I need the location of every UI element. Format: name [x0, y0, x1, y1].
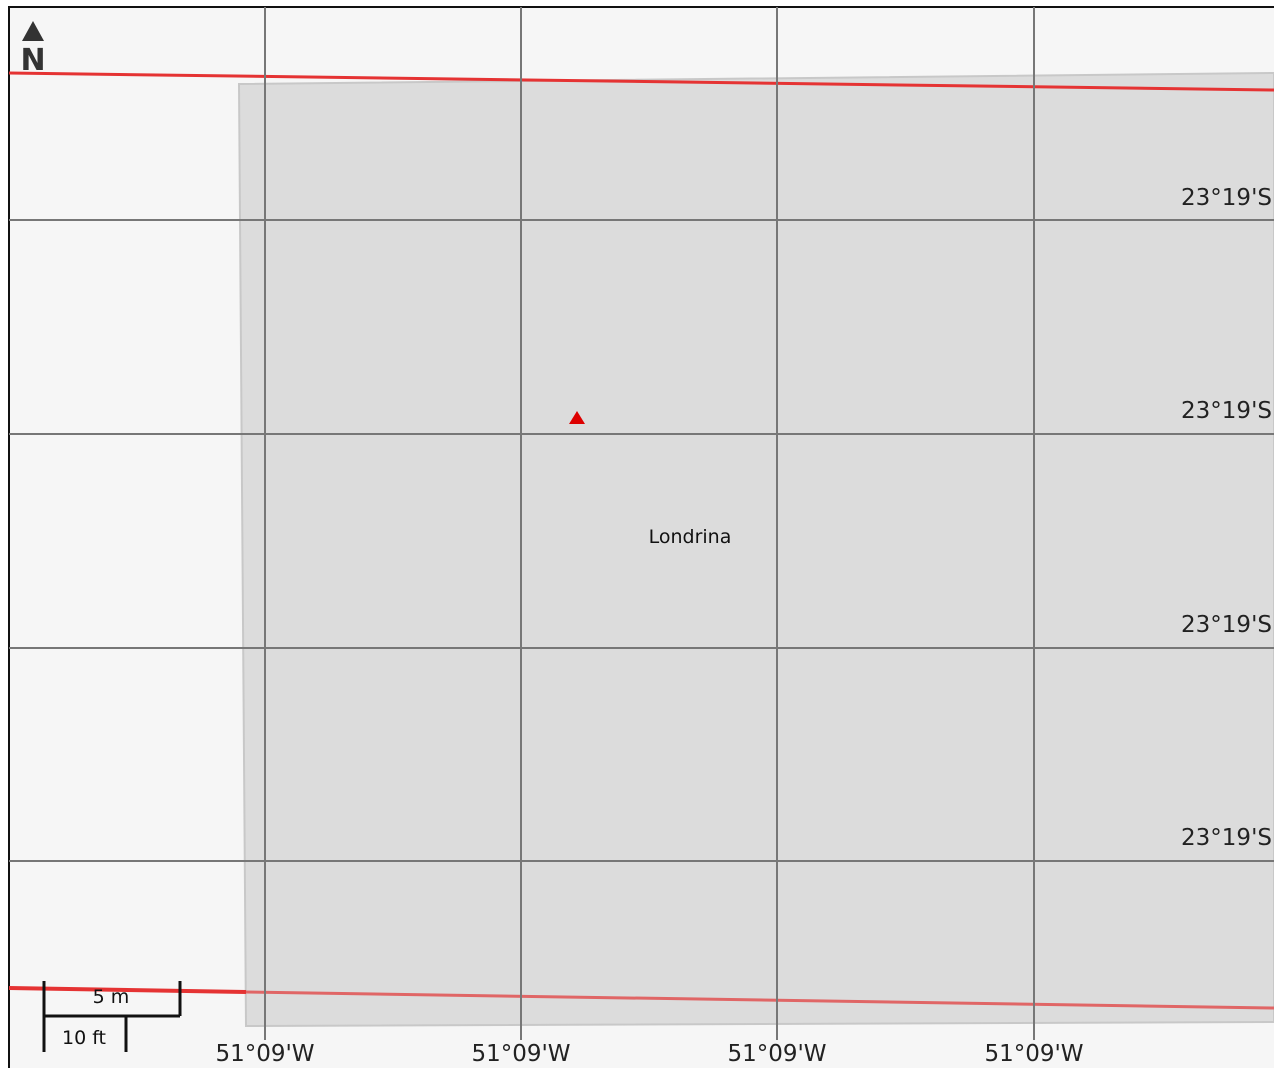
north-arrow-icon: N	[20, 21, 46, 78]
scale-metric-label: 5 m	[93, 986, 130, 1008]
latitude-label: 23°19'S	[1181, 825, 1272, 851]
triangle-marker-icon[interactable]	[569, 411, 585, 424]
latitude-label: 23°19'S	[1181, 612, 1272, 638]
boundary-line-south-left	[8, 986, 247, 994]
longitude-label: 51°09'W	[984, 1041, 1083, 1067]
area-polygon[interactable]	[237, 71, 1274, 1028]
longitude-label: 51°09'W	[727, 1041, 826, 1067]
boundary-line-south-right	[245, 990, 1274, 1010]
longitude-label: 51°09'W	[471, 1041, 570, 1067]
place-label: Londrina	[649, 526, 732, 548]
scale-bar: 5 m 10 ft	[42, 981, 182, 1052]
latitude-label: 23°19'S	[1181, 398, 1272, 424]
longitude-label: 51°09'W	[215, 1041, 314, 1067]
boundary-line-north	[8, 71, 1274, 92]
latitude-label: 23°19'S	[1181, 185, 1272, 211]
scale-imperial-label: 10 ft	[62, 1027, 106, 1049]
north-label: N	[20, 43, 45, 78]
